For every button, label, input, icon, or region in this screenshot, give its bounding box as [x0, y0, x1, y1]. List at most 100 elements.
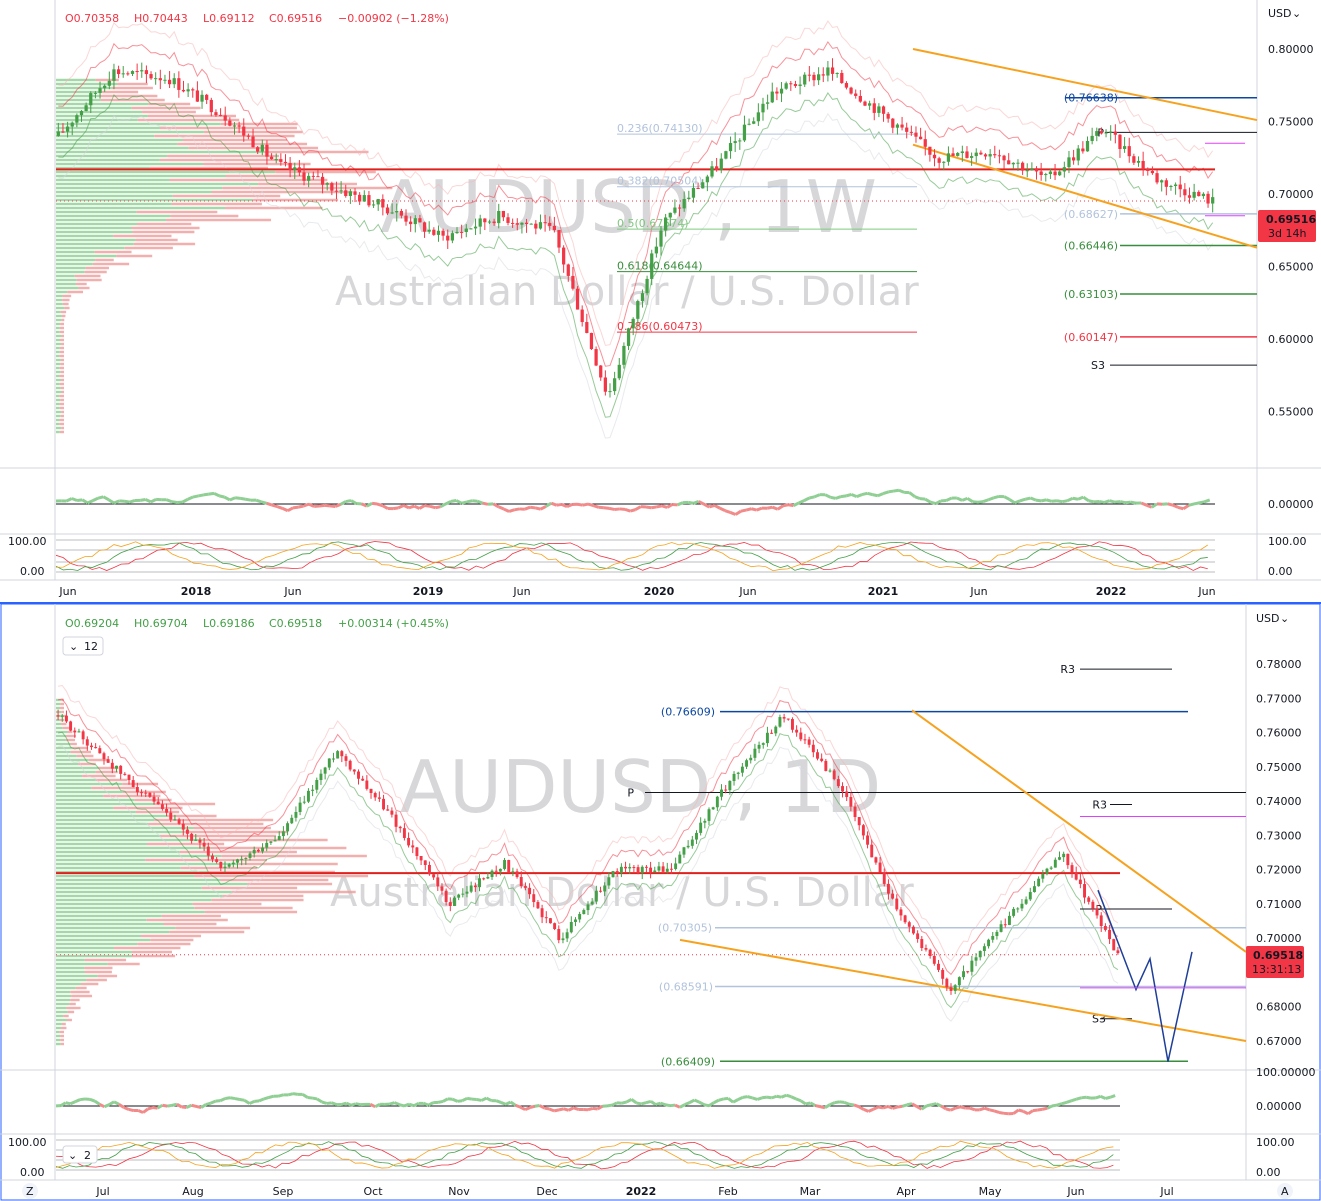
osc-segment [208, 491, 215, 496]
osc-segment [234, 496, 241, 500]
daily-chart-panel[interactable]: AUDUSD , 1D Australian Dollar / U.S. Dol… [0, 603, 1321, 1201]
osc-segment [640, 1101, 647, 1106]
corner-a-button[interactable]: A [1277, 1183, 1293, 1199]
osc-segment [930, 500, 937, 506]
candle-body [571, 275, 575, 289]
osc-segment [566, 503, 573, 508]
weekly-ohlc-legend: O0.70358 H0.70443 L0.69112 C0.69516 −0.0… [65, 12, 449, 25]
candle-body [1169, 185, 1173, 187]
price-tick-label: 0.75000 [1256, 761, 1302, 774]
osc-segment [987, 496, 995, 502]
candle-body [599, 365, 603, 378]
candle-body [1041, 873, 1045, 879]
osc-segment [152, 1106, 158, 1110]
osc-segment [1025, 496, 1031, 501]
candle-body [724, 151, 728, 159]
candle-body [399, 210, 404, 216]
candle-body [705, 176, 709, 183]
osc-segment [1076, 1096, 1082, 1101]
osc-segment [1130, 500, 1137, 505]
weekly-change: −0.00902 (−1.28%) [338, 12, 449, 25]
corner-z-button[interactable]: Z [22, 1183, 38, 1199]
candle-body [494, 870, 498, 872]
osc-segment [1003, 495, 1011, 501]
candle-body [223, 866, 227, 868]
chevron-down-icon[interactable]: ⌄ [69, 640, 78, 653]
daily-currency-label[interactable]: USD [1256, 612, 1280, 625]
daily-last-price-tag: 0.69518 13:31:13 [1246, 946, 1304, 978]
candle-body [316, 176, 320, 178]
daily-watermark-name: Australian Dollar / U.S. Dollar [330, 870, 914, 916]
daily-high: H0.69704 [134, 617, 188, 630]
candle-body [682, 199, 686, 209]
osc-segment [524, 1106, 531, 1111]
time-tick-label: Jun [969, 585, 987, 598]
candle-body [237, 125, 241, 127]
daily-length-input-box[interactable] [62, 636, 104, 656]
candle-body [1112, 939, 1116, 951]
chevron-down-icon[interactable]: ⌄ [1292, 7, 1301, 20]
osc-segment [1088, 499, 1095, 504]
candle-body [130, 71, 135, 74]
chevron-down-icon[interactable]: ⌄ [1280, 612, 1289, 625]
daily-osc-input[interactable]: ⌄ 2 [62, 1145, 98, 1164]
osc-segment [845, 493, 852, 498]
chevron-down-icon[interactable]: ⌄ [68, 1149, 77, 1162]
candle-body [1091, 901, 1095, 909]
candle-body [640, 293, 645, 302]
osc-segment [93, 1099, 101, 1106]
weekly-currency-label[interactable]: USD [1268, 7, 1292, 20]
daily-time-axis[interactable]: Jul Aug Sep Oct Nov Dec 2022 Feb Mar Apr May Jun Jul [95, 1185, 1173, 1198]
osc-segment [529, 1104, 536, 1110]
daily-price-axis[interactable]: 0.78000 0.77000 0.76000 0.75000 0.74000 0.730… [1256, 658, 1302, 1048]
candle-body [644, 866, 648, 868]
candle-body [478, 878, 481, 888]
candle-body [251, 136, 255, 148]
candle-body [574, 919, 577, 922]
resistance-trail [57, 698, 1119, 976]
osc-segment [867, 1107, 874, 1113]
daily-length-input[interactable]: ⌄ 12 [62, 636, 104, 656]
osc-segment [140, 498, 146, 502]
candle-body [632, 867, 636, 869]
level-label: R3 [1060, 663, 1075, 676]
osc-segment [1109, 1094, 1116, 1099]
candle-body [381, 199, 385, 208]
candle-body [77, 731, 81, 733]
candle-body [661, 866, 665, 872]
corner-z-bg[interactable] [22, 1183, 38, 1199]
candle-body [1178, 184, 1182, 190]
corner-a-bg[interactable] [1277, 1183, 1293, 1199]
weekly-chart-panel[interactable]: AUDUSD , 1W Australian Dollar / U.S. Dol… [0, 0, 1321, 602]
upper-band [57, 684, 1119, 962]
candle-body [214, 112, 218, 116]
candle-body [1206, 193, 1210, 204]
candle-body [115, 765, 118, 769]
candle-body [841, 786, 844, 792]
candle-body [265, 842, 269, 848]
osc-segment [830, 495, 836, 500]
candle-body [826, 67, 830, 76]
osc-segment [924, 497, 932, 504]
osc-segment [263, 1096, 270, 1101]
candle-body [757, 744, 761, 749]
osc-segment [966, 497, 974, 503]
candle-body [390, 810, 394, 815]
osc-segment [761, 1095, 768, 1100]
daily-osc-input-box[interactable] [62, 1145, 98, 1164]
candle-body [311, 175, 315, 177]
osc-segment [505, 1100, 512, 1106]
osc-segment [427, 1101, 434, 1107]
candle-body [866, 835, 870, 845]
candle-body [98, 88, 102, 93]
osc-segment [629, 508, 636, 513]
daily-last-price: 0.69518 [1253, 949, 1303, 962]
weekly-price-axis[interactable]: 0.80000 0.75000 0.70000 0.65000 0.60000 0.550… [1268, 43, 1314, 419]
candle-body [664, 217, 668, 231]
level-label: (0.76638) [1064, 92, 1118, 105]
osc-segment [843, 1100, 850, 1106]
weekly-time-axis[interactable]: Jun 2018 Jun 2019 Jun 2020 Jun 2021 Jun 2022 Jun [58, 585, 1215, 598]
price-tick-label: 0.60000 [1268, 333, 1314, 346]
osc-segment [205, 1101, 212, 1106]
